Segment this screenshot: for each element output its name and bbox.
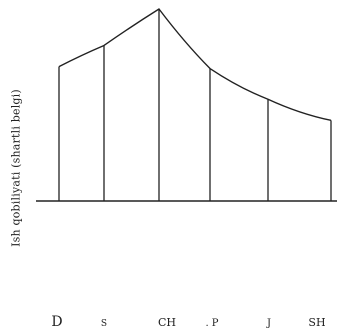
x-tick-label-ch: CH — [158, 316, 176, 328]
x-tick-label-p: . P — [205, 318, 218, 328]
x-tick-label-s: S — [101, 319, 107, 328]
x-tick-label-sh: SH — [308, 316, 325, 328]
series-line — [58, 8, 332, 122]
x-tick-label-j: J — [266, 318, 271, 328]
x-tick-label-d: D — [51, 314, 62, 328]
bars-group — [58, 9, 332, 201]
x-tick-labels: D S CH . P J SH — [51, 314, 325, 328]
